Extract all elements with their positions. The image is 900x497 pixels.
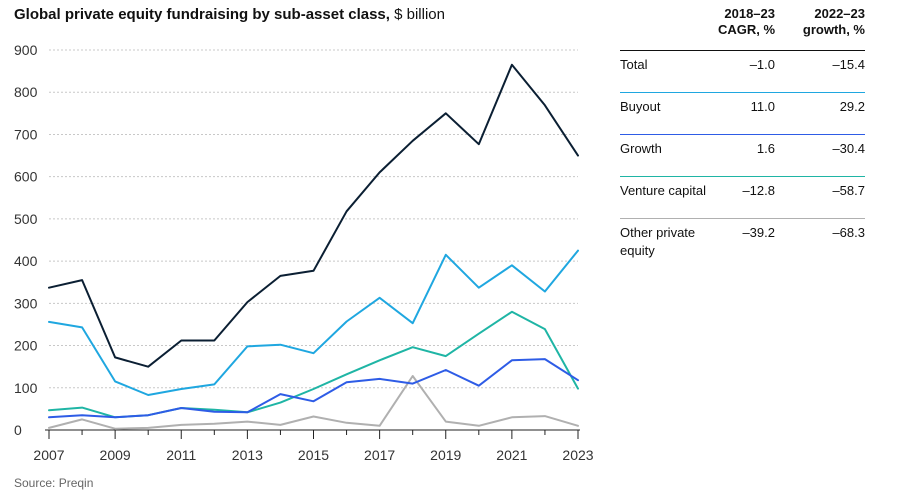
source-note: Source: Preqin: [14, 476, 94, 490]
x-tick-label: 2007: [33, 447, 64, 463]
y-tick-label: 600: [14, 169, 38, 185]
row-growth: –15.4: [832, 57, 865, 72]
table-rule-2: [620, 134, 865, 135]
table-header: 2018–23 CAGR, % 2022–23 growth, %: [620, 6, 865, 46]
line-chart: 0 100 200 300 400 500 600 700 800 900 2007 2009 2011…: [14, 42, 594, 463]
row-growth: 29.2: [839, 99, 865, 114]
header-cagr-line1: 2018–23: [724, 6, 775, 21]
y-tick-label: 700: [14, 126, 38, 142]
y-tick-label: 500: [14, 211, 38, 227]
row-cagr: –1.0: [749, 57, 775, 72]
table-rule-0: [620, 50, 865, 51]
header-growth: 2022–23 growth, %: [780, 6, 865, 38]
row-label: Total: [620, 57, 648, 72]
header-cagr: 2018–23 CAGR, %: [690, 6, 775, 38]
y-tick-label: 300: [14, 295, 38, 311]
x-tick-label: 2015: [298, 447, 329, 463]
x-tick-label: 2021: [496, 447, 527, 463]
x-tick-label: 2019: [430, 447, 461, 463]
y-tick-label: 400: [14, 253, 38, 269]
x-tick-label: 2017: [364, 447, 395, 463]
x-tick-label: 2013: [232, 447, 263, 463]
header-cagr-line2: CAGR, %: [717, 22, 775, 37]
y-tick-label: 900: [14, 42, 38, 58]
y-tick-label: 200: [14, 338, 38, 354]
table-rule-1: [620, 92, 865, 93]
series-line-other-private-equity: [48, 375, 579, 430]
row-cagr: –39.2: [742, 225, 775, 240]
x-tick-label: 2011: [166, 447, 196, 463]
header-growth-line2: growth, %: [802, 22, 865, 37]
row-label: Growth: [620, 141, 662, 156]
x-tick-label: 2009: [100, 447, 131, 463]
row-growth: –58.7: [832, 183, 865, 198]
y-tick-label: 100: [14, 380, 38, 396]
chart-title-main: Global private equity fundraising by sub…: [14, 6, 390, 23]
table-rule-4: [620, 218, 865, 219]
table-rule-3: [620, 176, 865, 177]
row-cagr: 11.0: [750, 99, 775, 114]
row-label: Buyout: [620, 99, 661, 114]
y-tick-label: 0: [14, 422, 22, 438]
chart-title: Global private equity fundraising by sub…: [14, 6, 445, 23]
chart-title-unit: $ billion: [394, 6, 445, 23]
row-label: Other private equity: [620, 225, 696, 258]
growth-table: 2018–23 CAGR, % 2022–23 growth, % Total –…: [620, 6, 865, 258]
row-cagr: –12.8: [742, 183, 775, 198]
row-growth: –68.3: [832, 225, 865, 240]
y-tick-label: 800: [14, 84, 38, 100]
row-growth: –30.4: [832, 141, 865, 156]
header-growth-line1: 2022–23: [814, 6, 865, 21]
series-line-total: [48, 63, 579, 368]
series-line-buyout: [48, 249, 579, 396]
series-line-growth: [48, 358, 579, 419]
row-cagr: 1.6: [756, 141, 775, 156]
x-tick-label: 2023: [562, 447, 593, 463]
row-label: Venture capital: [620, 183, 707, 198]
